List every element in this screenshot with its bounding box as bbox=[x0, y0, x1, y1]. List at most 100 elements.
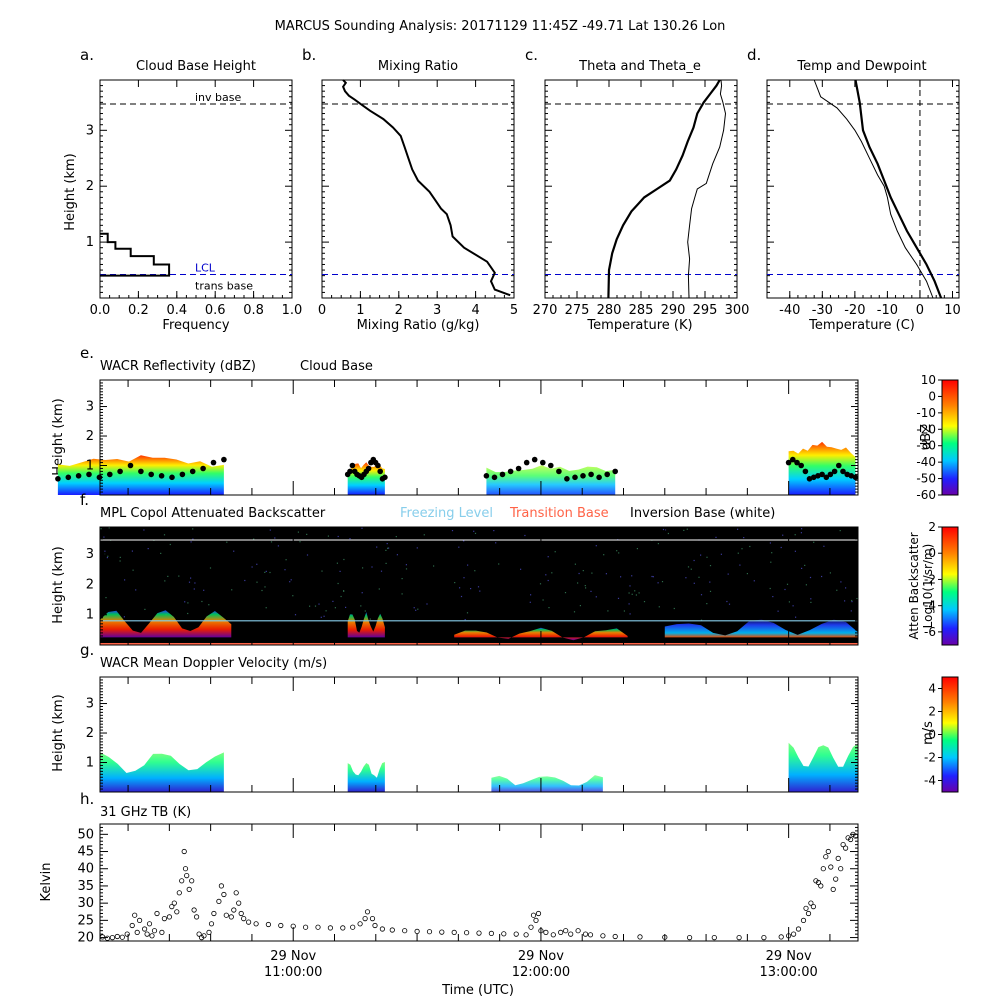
tb-point bbox=[513, 931, 519, 937]
colorbar-tick-label: -30 bbox=[916, 439, 936, 453]
panel-b-frame bbox=[321, 79, 515, 299]
velocity-region-1 bbox=[347, 762, 385, 792]
cloud-base-dot bbox=[612, 468, 618, 475]
noise-speckle bbox=[551, 572, 553, 574]
colorbar-tick-label: 4 bbox=[928, 682, 936, 696]
noise-speckle bbox=[297, 531, 299, 533]
tb-point bbox=[357, 921, 363, 927]
tb-point bbox=[823, 854, 829, 860]
cloud-base-dot bbox=[556, 468, 562, 475]
tb-point bbox=[761, 934, 767, 941]
tb-point bbox=[132, 912, 138, 918]
tb-point bbox=[159, 929, 165, 936]
tb-point bbox=[535, 910, 542, 917]
noise-speckle bbox=[836, 589, 838, 591]
cloud-base-dot bbox=[802, 468, 809, 475]
noise-speckle bbox=[345, 606, 347, 608]
tb-point bbox=[369, 915, 376, 922]
noise-speckle bbox=[340, 595, 342, 598]
panel-f-title: MPL Copol Attenuated Backscatter bbox=[100, 506, 326, 521]
noise-speckle bbox=[804, 564, 806, 566]
colorbar-tick-label: -2 bbox=[924, 572, 936, 586]
panel-c-xlabel: Temperature (K) bbox=[586, 318, 692, 333]
tb-point bbox=[637, 934, 643, 940]
panel-d-frame bbox=[766, 79, 960, 299]
noise-speckle bbox=[144, 608, 146, 610]
noise-speckle bbox=[334, 607, 336, 609]
cloud-base-dot bbox=[179, 471, 186, 478]
noise-speckle bbox=[343, 558, 345, 561]
cloud-base-dot bbox=[200, 465, 206, 472]
x-tick-label: 275 bbox=[565, 303, 590, 318]
panel-a-letter: a. bbox=[80, 46, 94, 64]
tb-point bbox=[550, 932, 556, 938]
panel-e: e. WACR Reflectivity (dBZ) Cloud Base He… bbox=[51, 344, 959, 502]
tb-point bbox=[736, 934, 742, 941]
tb-point bbox=[169, 903, 175, 910]
noise-speckle bbox=[361, 592, 363, 594]
noise-speckle bbox=[578, 572, 580, 575]
tb-point bbox=[129, 922, 135, 929]
panel-e-letter: e. bbox=[80, 344, 94, 362]
noise-speckle bbox=[770, 561, 772, 563]
legend-freezing-level: Freezing Level bbox=[400, 506, 493, 521]
noise-speckle bbox=[299, 541, 301, 543]
noise-speckle bbox=[201, 600, 203, 603]
velocity-region-0 bbox=[100, 752, 224, 792]
tb-point bbox=[815, 879, 822, 886]
noise-speckle bbox=[720, 553, 722, 555]
noise-speckle bbox=[277, 545, 279, 547]
tb-point bbox=[820, 866, 826, 872]
noise-speckle bbox=[547, 556, 549, 558]
cloud-base-dot bbox=[507, 468, 514, 475]
tb-point bbox=[533, 917, 539, 924]
tb-point bbox=[137, 917, 143, 924]
noise-speckle bbox=[385, 562, 387, 564]
tb-point bbox=[582, 931, 589, 937]
panel-h-letter: h. bbox=[80, 790, 94, 808]
noise-speckle bbox=[530, 594, 532, 596]
noise-speckle bbox=[193, 588, 195, 590]
noise-speckle bbox=[270, 541, 273, 543]
noise-speckle bbox=[187, 612, 189, 615]
noise-speckle bbox=[685, 577, 687, 579]
y-tick-label: 50 bbox=[77, 827, 94, 842]
cloud-base-dot bbox=[377, 468, 384, 475]
noise-speckle bbox=[339, 570, 341, 572]
panel-e-subtitle: Cloud Base bbox=[300, 359, 373, 374]
noise-speckle bbox=[451, 530, 454, 532]
y-tick-label: 45 bbox=[77, 845, 94, 860]
x-tick-label: 4 bbox=[471, 303, 479, 318]
noise-speckle bbox=[401, 578, 403, 580]
tb-point bbox=[315, 924, 321, 930]
noise-speckle bbox=[709, 581, 711, 583]
panel-h-ylabel: Kelvin bbox=[39, 862, 54, 901]
noise-speckle bbox=[548, 607, 550, 609]
noise-speckle bbox=[749, 545, 751, 548]
y-tick-label: 30 bbox=[77, 896, 94, 911]
colorbar-tick-label: -6 bbox=[924, 625, 936, 639]
cloud-base-dot bbox=[347, 468, 353, 475]
tb-point bbox=[364, 909, 371, 915]
tb-point bbox=[265, 921, 271, 928]
noise-speckle bbox=[794, 534, 796, 536]
noise-speckle bbox=[800, 532, 802, 534]
noise-speckle bbox=[380, 570, 383, 572]
cloud-base-dot bbox=[831, 468, 838, 475]
tb-point bbox=[350, 924, 356, 930]
panel-c-letter: c. bbox=[525, 46, 538, 64]
tb-point bbox=[186, 886, 192, 893]
noise-speckle bbox=[147, 548, 149, 550]
noise-speckle bbox=[269, 571, 271, 574]
tb-point bbox=[211, 910, 217, 917]
noise-speckle bbox=[264, 571, 266, 573]
noise-speckle bbox=[769, 587, 771, 590]
panel-a-ylabel: Height (km) bbox=[63, 153, 78, 230]
colorbar-tick-label: -20 bbox=[916, 422, 936, 436]
x-tick-label: -40 bbox=[779, 303, 800, 318]
backscatter-region-3 bbox=[664, 619, 858, 638]
tb-point bbox=[228, 914, 234, 920]
noise-speckle bbox=[343, 590, 345, 592]
panel-e-frame bbox=[99, 379, 859, 496]
